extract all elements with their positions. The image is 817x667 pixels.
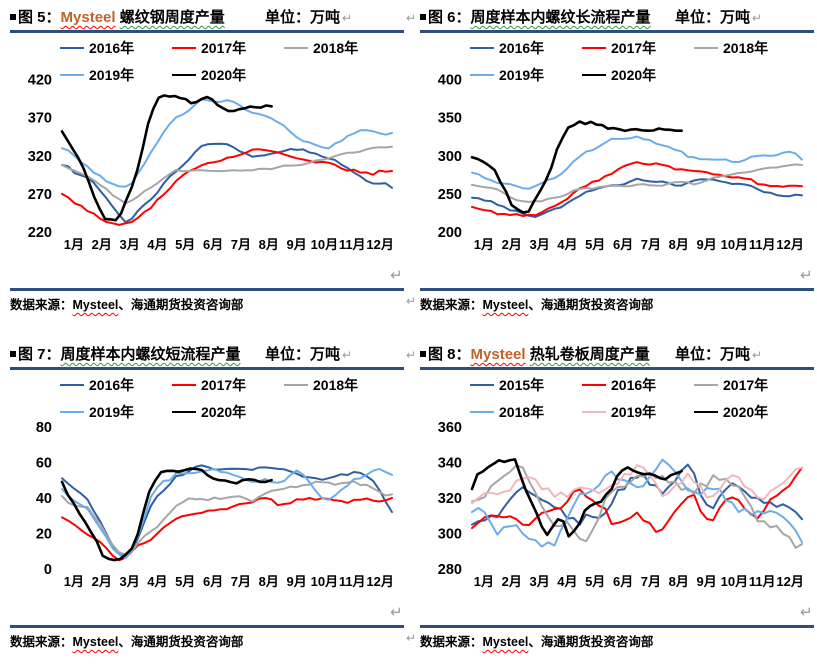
svg-text:11月: 11月 (339, 237, 366, 252)
svg-text:3月: 3月 (119, 237, 139, 252)
svg-text:9月: 9月 (286, 237, 306, 252)
svg-text:6月: 6月 (613, 237, 633, 252)
svg-text:6月: 6月 (203, 574, 223, 589)
svg-text:12月: 12月 (776, 237, 803, 252)
svg-text:1月: 1月 (64, 574, 84, 589)
svg-text:9月: 9月 (696, 574, 716, 589)
svg-text:8月: 8月 (259, 237, 279, 252)
svg-text:4月: 4月 (147, 574, 167, 589)
svg-text:320: 320 (438, 491, 462, 507)
svg-text:0: 0 (44, 562, 52, 578)
svg-text:6月: 6月 (203, 237, 223, 252)
svg-text:80: 80 (36, 420, 52, 436)
svg-text:2月: 2月 (502, 237, 522, 252)
svg-text:360: 360 (438, 420, 462, 436)
svg-text:320: 320 (28, 149, 52, 165)
svg-text:12月: 12月 (366, 237, 393, 252)
svg-text:3月: 3月 (119, 574, 139, 589)
svg-text:270: 270 (28, 187, 52, 203)
svg-text:340: 340 (438, 455, 462, 471)
svg-text:5月: 5月 (585, 574, 605, 589)
svg-text:200: 200 (438, 225, 462, 241)
svg-text:280: 280 (438, 562, 462, 578)
svg-text:11月: 11月 (339, 574, 366, 589)
svg-text:8月: 8月 (669, 574, 689, 589)
svg-text:10月: 10月 (721, 237, 748, 252)
svg-text:350: 350 (438, 111, 462, 127)
svg-text:60: 60 (36, 455, 52, 471)
svg-text:4月: 4月 (557, 574, 577, 589)
svg-text:1月: 1月 (474, 574, 494, 589)
svg-text:20: 20 (36, 526, 52, 542)
svg-text:7月: 7月 (641, 574, 661, 589)
svg-text:4月: 4月 (557, 237, 577, 252)
svg-text:370: 370 (28, 111, 52, 127)
svg-text:400: 400 (438, 73, 462, 89)
svg-text:250: 250 (438, 187, 462, 203)
svg-text:10月: 10月 (311, 237, 338, 252)
svg-text:1月: 1月 (64, 237, 84, 252)
svg-text:7月: 7月 (231, 237, 251, 252)
svg-text:11月: 11月 (749, 237, 776, 252)
svg-text:9月: 9月 (696, 237, 716, 252)
svg-text:5月: 5月 (175, 237, 195, 252)
svg-text:220: 220 (28, 225, 52, 241)
svg-text:11月: 11月 (749, 574, 776, 589)
svg-text:5月: 5月 (175, 574, 195, 589)
svg-text:300: 300 (438, 526, 462, 542)
svg-text:8月: 8月 (259, 574, 279, 589)
svg-text:1月: 1月 (474, 237, 494, 252)
svg-text:4月: 4月 (147, 237, 167, 252)
svg-text:9月: 9月 (286, 574, 306, 589)
svg-text:2月: 2月 (92, 237, 112, 252)
svg-text:2月: 2月 (92, 574, 112, 589)
svg-text:40: 40 (36, 491, 52, 507)
svg-text:3月: 3月 (529, 574, 549, 589)
svg-text:7月: 7月 (641, 237, 661, 252)
svg-text:10月: 10月 (721, 574, 748, 589)
svg-text:3月: 3月 (529, 237, 549, 252)
svg-text:10月: 10月 (311, 574, 338, 589)
svg-text:12月: 12月 (366, 574, 393, 589)
svg-text:420: 420 (28, 73, 52, 89)
svg-text:6月: 6月 (613, 574, 633, 589)
svg-text:12月: 12月 (776, 574, 803, 589)
svg-text:7月: 7月 (231, 574, 251, 589)
svg-text:8月: 8月 (669, 237, 689, 252)
svg-text:2月: 2月 (502, 574, 522, 589)
svg-text:5月: 5月 (585, 237, 605, 252)
svg-text:300: 300 (438, 149, 462, 165)
